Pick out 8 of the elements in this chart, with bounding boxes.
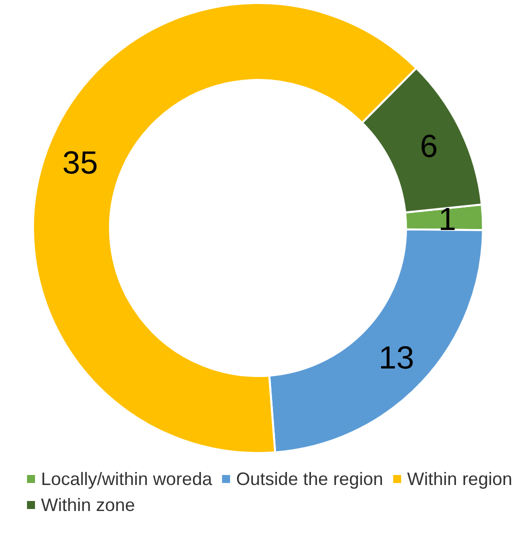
data-label: 1 xyxy=(438,200,456,237)
legend-label: Outside the region xyxy=(236,469,384,489)
legend-label: Within zone xyxy=(41,495,136,515)
data-label: 6 xyxy=(420,128,438,164)
data-label: 35 xyxy=(62,144,98,181)
legend-label: Within region xyxy=(407,469,512,489)
data-label: 13 xyxy=(378,339,414,376)
legend-label: Locally/within woreda xyxy=(41,469,214,489)
